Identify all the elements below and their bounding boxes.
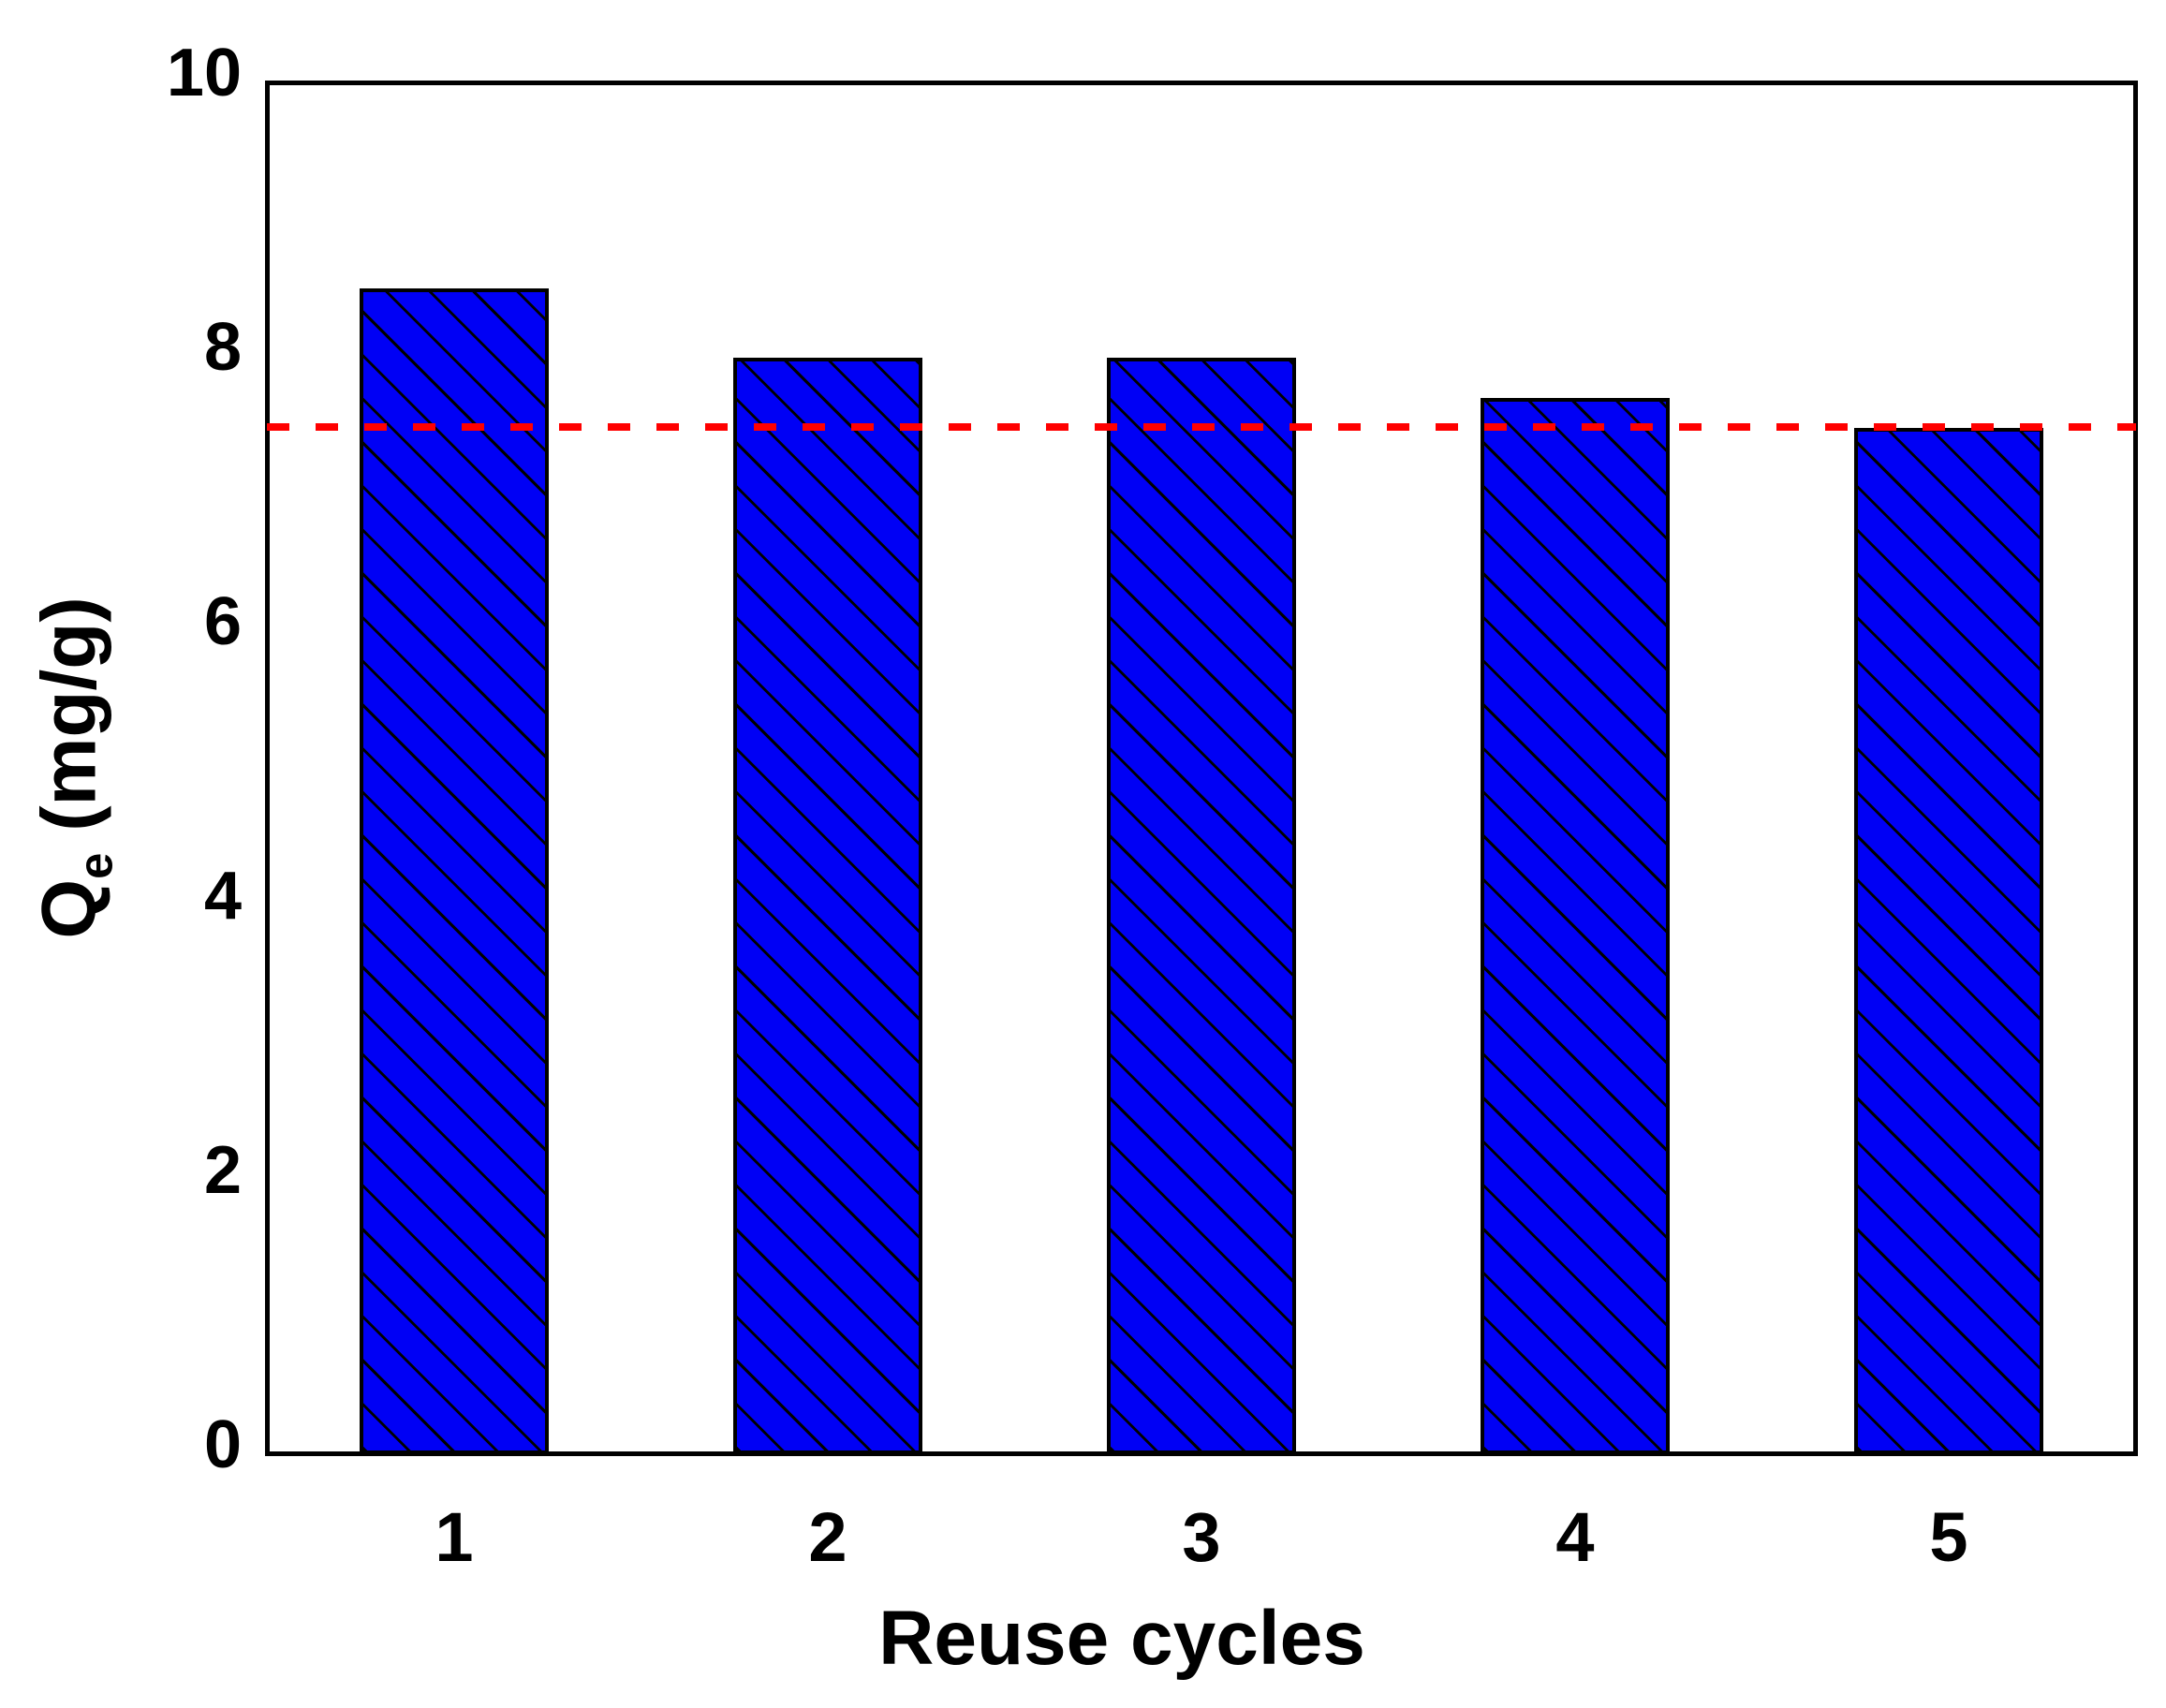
x-axis-title: Reuse cycles <box>878 1596 1365 1681</box>
y-tick-label-2: 2 <box>203 1133 242 1208</box>
bar-cycle-4 <box>1481 398 1670 1454</box>
bar-cycle-1 <box>360 288 549 1454</box>
x-tick-label-2: 2 <box>808 1498 847 1576</box>
bar-cycle-2 <box>733 358 922 1454</box>
reference-dashed-line <box>267 423 2136 431</box>
bar-cycle-3 <box>1107 358 1296 1454</box>
bar-cycle-5 <box>1854 428 2043 1454</box>
x-tick-label-5: 5 <box>1929 1498 1968 1576</box>
y-tick-label-4: 4 <box>203 859 242 934</box>
x-tick-label-4: 4 <box>1555 1498 1595 1576</box>
y-tick-label-0: 0 <box>203 1407 242 1482</box>
x-tick-label-3: 3 <box>1182 1498 1221 1576</box>
x-tick-label-1: 1 <box>435 1498 474 1576</box>
y-tick-label-6: 6 <box>203 584 242 659</box>
y-tick-label-8: 8 <box>203 310 242 385</box>
y-tick-label-10: 10 <box>166 36 242 110</box>
